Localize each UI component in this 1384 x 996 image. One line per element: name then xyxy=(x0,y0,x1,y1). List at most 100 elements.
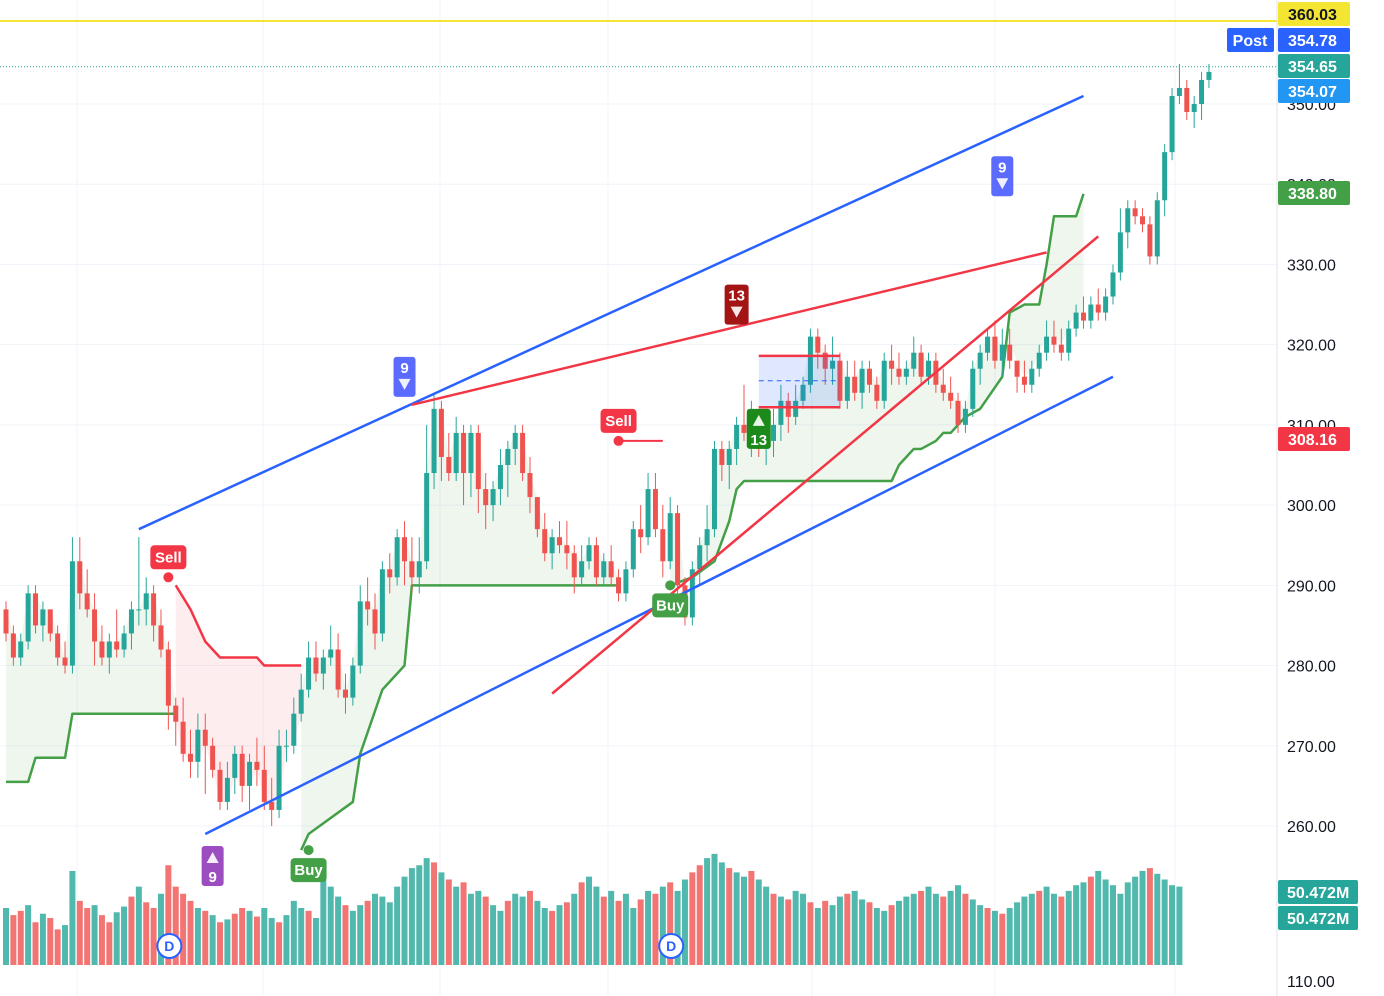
candle[interactable] xyxy=(940,368,946,401)
candle[interactable] xyxy=(232,745,238,794)
signal-layer[interactable]: Sell Buy Sell Buy 9 9 13 13 9 D D xyxy=(150,156,1014,959)
sequence-count-label[interactable]: 13 xyxy=(746,408,771,449)
candle[interactable] xyxy=(800,376,806,409)
candle[interactable] xyxy=(903,360,909,385)
candle[interactable] xyxy=(224,761,230,810)
candle[interactable] xyxy=(830,336,836,385)
candle[interactable] xyxy=(18,633,24,666)
candle[interactable] xyxy=(409,537,415,594)
candle[interactable] xyxy=(180,697,186,762)
candle[interactable] xyxy=(977,344,983,385)
candle[interactable] xyxy=(483,473,489,530)
dividend-marker[interactable]: D xyxy=(658,933,685,959)
candle[interactable] xyxy=(446,432,452,482)
candle[interactable] xyxy=(1007,328,1013,369)
candle[interactable] xyxy=(697,537,703,586)
candle[interactable] xyxy=(1073,304,1079,337)
candle[interactable] xyxy=(527,456,533,514)
candle[interactable] xyxy=(1080,296,1086,329)
candle[interactable] xyxy=(99,625,105,666)
dividend-marker[interactable]: D xyxy=(156,933,183,959)
candle[interactable] xyxy=(859,360,865,409)
candle[interactable] xyxy=(10,625,16,666)
candle[interactable] xyxy=(92,593,98,666)
candle[interactable] xyxy=(711,440,717,538)
candle[interactable] xyxy=(1169,87,1175,161)
candle[interactable] xyxy=(276,729,282,818)
candle[interactable] xyxy=(114,609,120,658)
candle[interactable] xyxy=(394,529,400,586)
candle[interactable] xyxy=(741,384,747,441)
candle[interactable] xyxy=(402,521,408,586)
candle[interactable] xyxy=(608,545,614,586)
candle[interactable] xyxy=(438,400,444,482)
candle[interactable] xyxy=(40,601,46,642)
candle[interactable] xyxy=(948,376,954,409)
candle[interactable] xyxy=(3,601,9,642)
candle[interactable] xyxy=(822,344,828,385)
candle[interactable] xyxy=(542,513,548,562)
candle[interactable] xyxy=(1044,320,1050,361)
candle[interactable] xyxy=(645,473,651,546)
candle[interactable] xyxy=(357,585,363,674)
candle[interactable] xyxy=(306,641,312,698)
candle[interactable] xyxy=(69,537,75,674)
candle[interactable] xyxy=(1199,71,1205,121)
candle[interactable] xyxy=(1110,264,1116,305)
buy-signal[interactable]: Buy xyxy=(652,580,689,618)
candle[interactable] xyxy=(320,649,326,690)
candle[interactable] xyxy=(557,521,562,554)
candle[interactable] xyxy=(165,641,171,730)
candle[interactable] xyxy=(121,625,127,658)
candle[interactable] xyxy=(549,529,555,570)
candle[interactable] xyxy=(365,577,371,626)
candle[interactable] xyxy=(593,537,599,586)
candle[interactable] xyxy=(704,505,710,562)
candle[interactable] xyxy=(660,505,666,578)
candle[interactable] xyxy=(379,561,385,642)
candle[interactable] xyxy=(1095,288,1101,321)
candle[interactable] xyxy=(1162,144,1168,217)
candle[interactable] xyxy=(911,336,917,377)
candle[interactable] xyxy=(47,609,53,642)
candle[interactable] xyxy=(601,553,607,586)
candle[interactable] xyxy=(210,737,216,778)
candle[interactable] xyxy=(623,561,629,602)
candle[interactable] xyxy=(962,400,968,433)
candle[interactable] xyxy=(630,521,636,578)
candle[interactable] xyxy=(1117,208,1123,281)
candle[interactable] xyxy=(734,416,740,465)
candle[interactable] xyxy=(1154,192,1160,265)
sequence-count-label[interactable]: 9 xyxy=(393,356,416,397)
candle[interactable] xyxy=(579,545,585,586)
candle[interactable] xyxy=(254,737,260,786)
candle[interactable] xyxy=(564,521,570,570)
candle[interactable] xyxy=(247,753,253,810)
candle[interactable] xyxy=(667,497,673,570)
candle[interactable] xyxy=(424,424,430,570)
candle[interactable] xyxy=(815,328,821,369)
candle[interactable] xyxy=(128,601,134,650)
candle[interactable] xyxy=(490,481,496,522)
candle[interactable] xyxy=(55,625,61,666)
candle[interactable] xyxy=(468,424,474,498)
sell-signal[interactable]: Sell xyxy=(150,545,187,583)
candle[interactable] xyxy=(844,360,850,409)
candle[interactable] xyxy=(1206,63,1212,88)
candle[interactable] xyxy=(387,553,393,594)
candle[interactable] xyxy=(1125,200,1131,249)
candle[interactable] xyxy=(1140,208,1146,233)
sequence-count-label[interactable]: 13 xyxy=(724,284,749,325)
candle[interactable] xyxy=(512,424,518,465)
candle[interactable] xyxy=(985,328,991,361)
candle[interactable] xyxy=(1088,296,1094,329)
sell-signal[interactable]: Sell xyxy=(600,408,637,446)
candle[interactable] xyxy=(431,392,437,490)
candle[interactable] xyxy=(571,545,577,594)
candle[interactable] xyxy=(461,424,467,506)
candle[interactable] xyxy=(350,657,356,706)
candle[interactable] xyxy=(1176,63,1182,104)
candle[interactable] xyxy=(866,360,872,393)
